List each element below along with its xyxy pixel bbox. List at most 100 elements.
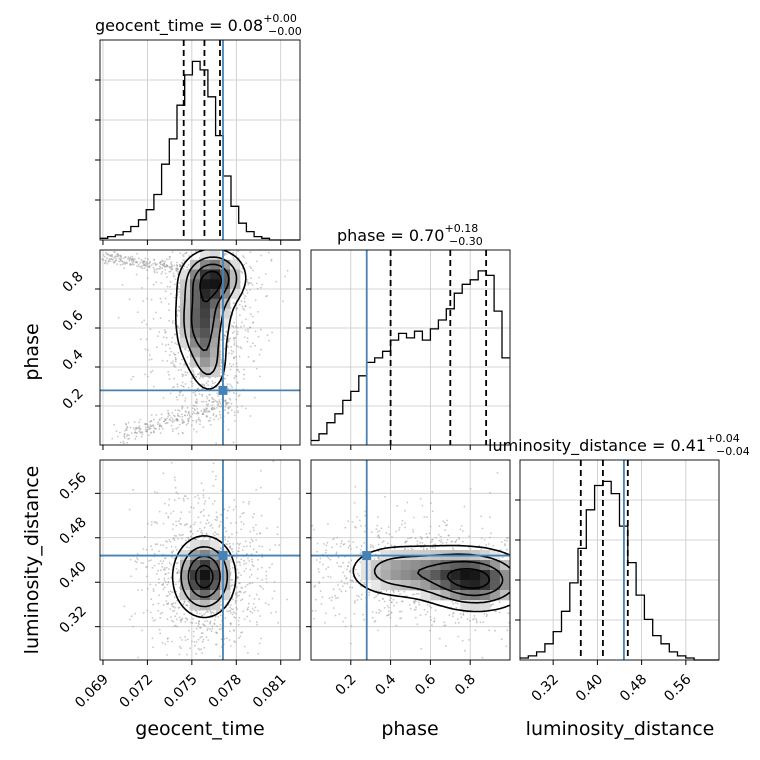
sample-point bbox=[177, 607, 180, 609]
sample-point bbox=[237, 623, 240, 626]
sample-point bbox=[215, 220, 217, 222]
sample-point bbox=[139, 338, 142, 341]
sample-point bbox=[332, 588, 335, 591]
sample-point bbox=[431, 540, 433, 543]
title-phase-text: phase = 0.70 bbox=[337, 226, 444, 245]
sample-point bbox=[162, 604, 165, 606]
sample-point bbox=[248, 500, 251, 503]
sample-point bbox=[179, 265, 182, 268]
sample-point bbox=[190, 424, 193, 427]
sample-point bbox=[229, 609, 232, 612]
sample-point bbox=[266, 334, 269, 337]
sample-point bbox=[247, 503, 250, 505]
sample-point bbox=[364, 583, 366, 586]
sample-point bbox=[518, 543, 520, 545]
sample-point bbox=[434, 609, 437, 612]
sample-point bbox=[237, 395, 240, 397]
sample-point bbox=[175, 562, 178, 565]
sample-point bbox=[243, 570, 246, 572]
sample-point bbox=[205, 401, 208, 403]
sample-point bbox=[253, 602, 255, 605]
sample-point bbox=[426, 603, 429, 606]
sample-point bbox=[171, 411, 174, 414]
sample-point bbox=[164, 557, 167, 559]
xtick-label-luminosity_distance: 0.40 bbox=[573, 672, 606, 705]
sample-point bbox=[260, 469, 262, 472]
sample-point bbox=[158, 578, 160, 581]
sample-point bbox=[548, 551, 550, 553]
sample-point bbox=[237, 411, 239, 414]
sample-point bbox=[223, 455, 225, 457]
density-cell bbox=[180, 269, 191, 280]
sample-point bbox=[170, 563, 173, 566]
sample-point bbox=[532, 583, 534, 585]
sample-point bbox=[156, 522, 159, 525]
sample-point bbox=[260, 254, 263, 257]
sample-point bbox=[430, 619, 432, 621]
sample-point bbox=[236, 406, 239, 408]
sample-point bbox=[213, 418, 215, 421]
density-cell bbox=[200, 328, 211, 339]
sample-point bbox=[350, 624, 353, 627]
sample-point bbox=[386, 604, 389, 607]
sample-point bbox=[241, 598, 244, 601]
sample-point bbox=[555, 591, 557, 593]
sample-point bbox=[204, 500, 207, 503]
sample-point bbox=[153, 270, 156, 272]
sample-point bbox=[358, 519, 361, 522]
sample-point bbox=[141, 431, 144, 434]
sample-point bbox=[377, 557, 380, 560]
sample-point bbox=[462, 530, 464, 532]
density-cell bbox=[200, 298, 211, 309]
density-cell bbox=[210, 269, 221, 280]
sample-point bbox=[235, 362, 238, 365]
sample-point bbox=[318, 581, 320, 583]
sample-point bbox=[158, 510, 161, 513]
sample-point bbox=[230, 608, 233, 610]
sample-point bbox=[260, 586, 263, 588]
axes-frame-geocent_time-vs-phase bbox=[99, 249, 301, 446]
sample-point bbox=[431, 491, 434, 493]
sample-point bbox=[163, 567, 166, 569]
sample-point bbox=[201, 635, 203, 638]
sample-point bbox=[252, 269, 254, 272]
sample-point bbox=[261, 556, 264, 559]
sample-point bbox=[411, 593, 414, 596]
sample-point bbox=[428, 605, 431, 608]
sample-point bbox=[159, 265, 161, 268]
sample-point bbox=[178, 520, 180, 522]
sample-point bbox=[229, 406, 231, 408]
sample-point bbox=[237, 346, 240, 348]
sample-point bbox=[211, 380, 214, 383]
sample-point bbox=[202, 508, 205, 511]
contour-level-1 bbox=[171, 535, 237, 619]
sample-point bbox=[537, 549, 539, 551]
sample-point bbox=[195, 401, 197, 404]
sample-point bbox=[446, 519, 448, 522]
sample-point bbox=[171, 360, 174, 363]
sample-point bbox=[202, 376, 204, 379]
sample-point bbox=[236, 369, 239, 371]
sample-point bbox=[132, 246, 134, 248]
sample-point bbox=[240, 586, 243, 589]
sample-point bbox=[550, 568, 552, 570]
sample-point bbox=[217, 395, 219, 397]
ytick-label-phase: 0.2 bbox=[60, 386, 87, 413]
histogram-phase bbox=[311, 270, 510, 442]
sample-point bbox=[198, 648, 201, 651]
sample-point bbox=[337, 584, 339, 586]
sample-point bbox=[186, 414, 189, 417]
sample-point bbox=[180, 534, 183, 537]
sample-point bbox=[395, 624, 398, 627]
density-cell bbox=[190, 279, 201, 290]
sample-point bbox=[247, 606, 250, 609]
density-cell bbox=[440, 590, 451, 601]
density-cell bbox=[200, 259, 211, 270]
sample-point bbox=[324, 621, 326, 624]
sample-point bbox=[414, 600, 417, 603]
sample-point bbox=[199, 511, 202, 514]
sample-point bbox=[164, 290, 167, 293]
sample-point bbox=[181, 415, 184, 418]
sample-point bbox=[182, 255, 185, 258]
sample-point bbox=[194, 393, 197, 396]
